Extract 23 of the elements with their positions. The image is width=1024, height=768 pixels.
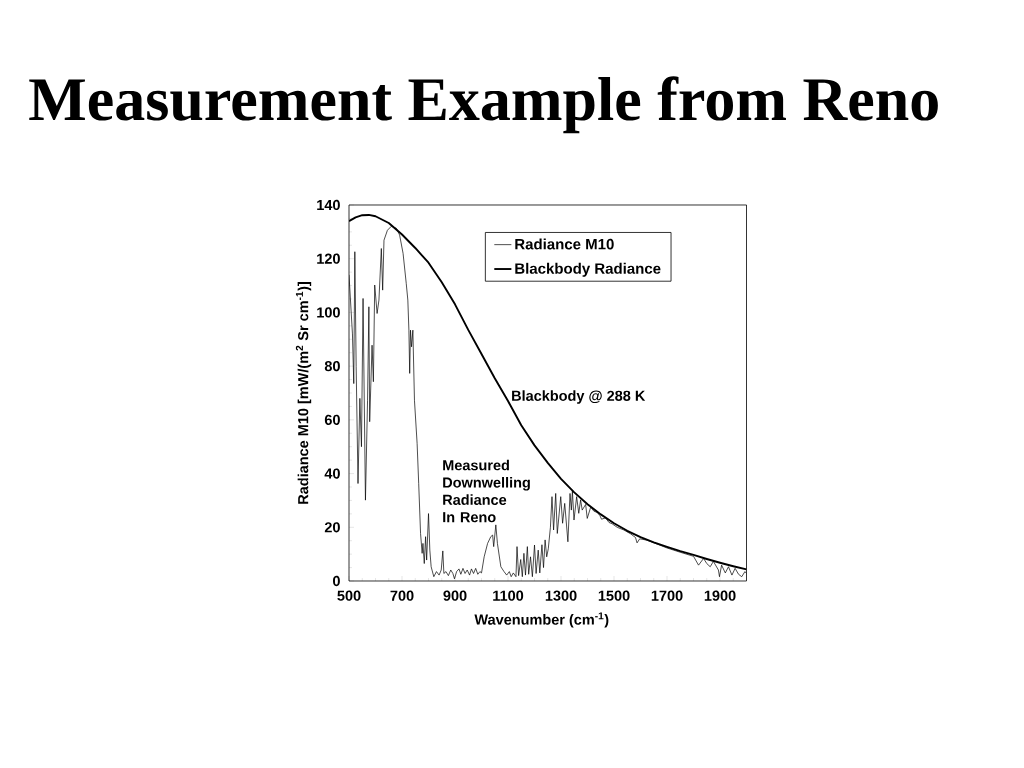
- y-tick-label: 80: [324, 361, 340, 372]
- x-tick-label: 1900: [704, 590, 736, 601]
- y-tick-label: 0: [332, 575, 340, 587]
- chart-title: Measurement Example from Reno: [29, 76, 938, 134]
- annotation: Measured Downwelling Radiance In Reno: [443, 459, 530, 523]
- y-tick-label: 60: [324, 414, 340, 425]
- x-tick-label: 1100: [493, 590, 524, 601]
- y-tick-label: 20: [324, 522, 340, 533]
- y-axis-title: Radiance M10 [mW/(m$^{2}$ Sr cm$^{-1}$)]: [295, 282, 312, 504]
- annotation: Blackbody @ 288 K: [512, 390, 646, 404]
- y-tick-label: 40: [324, 468, 340, 479]
- y-tick-label: 140: [317, 199, 340, 211]
- x-tick-label: 900: [443, 590, 467, 601]
- x-axis-title: Wavenumber (cm$^{-1}$): [474, 612, 609, 628]
- x-tick-label: 1500: [598, 590, 630, 601]
- x-tick-label: 700: [390, 590, 414, 601]
- y-tick-label: 100: [317, 307, 340, 318]
- legend-label: Radiance M10: [515, 238, 614, 250]
- x-tick-label: 1700: [651, 590, 683, 601]
- legend-label: Blackbody Radiance: [515, 262, 661, 277]
- x-tick-label: 500: [337, 590, 361, 601]
- x-tick-label: 1300: [545, 590, 577, 601]
- y-tick-label: 120: [317, 253, 340, 264]
